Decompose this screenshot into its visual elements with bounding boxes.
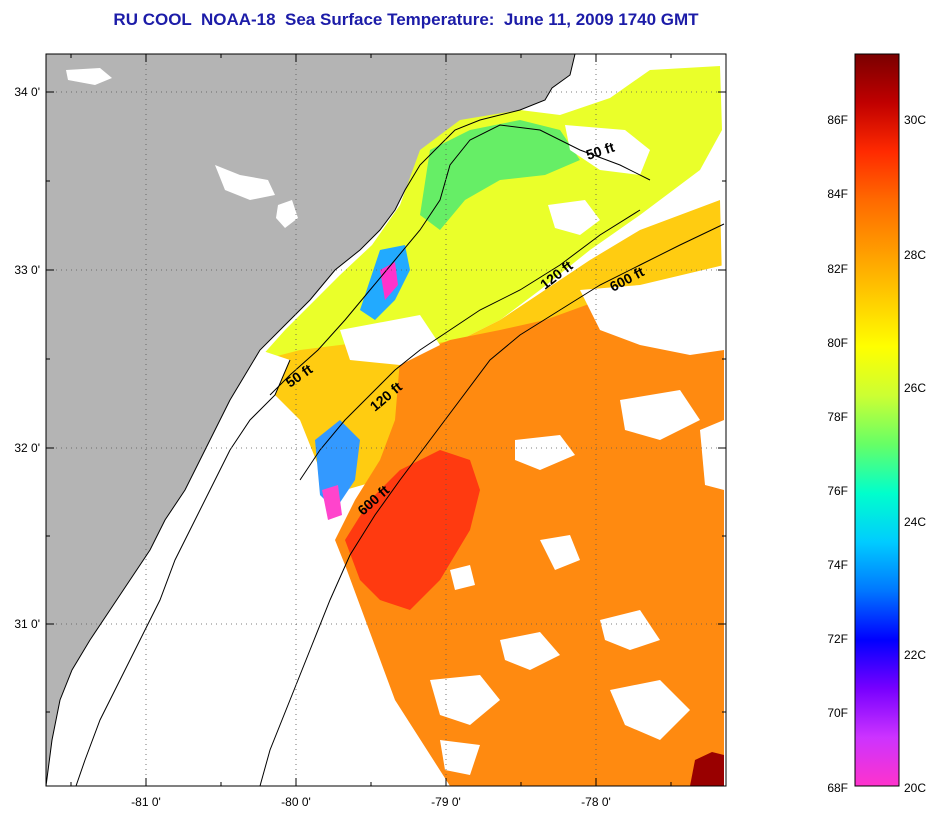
cloud-cover-6	[540, 535, 580, 570]
cloud-cover-7	[450, 565, 475, 590]
colorbar: 86F 84F 82F 80F 78F 76F 74F 72F 70F 68F …	[827, 53, 926, 795]
cloud-cover-12	[440, 740, 480, 775]
map-frame	[45, 53, 727, 787]
sst-nearshore-coldest	[380, 262, 398, 300]
lat-label-31: 31 0'	[14, 617, 40, 631]
map-panel[interactable]: 50 ft 120 ft 600 ft 50 ft 120 ft 600 ft	[46, 54, 726, 786]
cloud-cover-4	[620, 390, 700, 440]
map-title: RU COOL NOAA-18 Sea Surface Temperature:…	[113, 10, 699, 29]
lon-label-80: -80 0'	[281, 795, 311, 809]
contour-600ft-line	[259, 223, 725, 786]
colorbar-f-72: 72F	[827, 632, 848, 646]
colorbar-f-68: 68F	[827, 781, 848, 795]
cloud-cover-13	[700, 420, 724, 490]
cloud-cover-8	[500, 632, 560, 670]
colorbar-scale	[854, 53, 900, 787]
contour-120ft-line	[299, 209, 641, 481]
inner-coastline	[75, 359, 291, 786]
colorbar-f-82: 82F	[827, 262, 848, 276]
cloud-cover-1	[565, 125, 650, 175]
cloud-cover-14	[340, 315, 440, 365]
colorbar-f-86: 86F	[827, 113, 848, 127]
sst-southeast-hotspot	[690, 752, 724, 786]
inland-water-1	[215, 165, 275, 200]
colorbar-c-22: 22C	[904, 648, 926, 662]
contour-50ft-line	[269, 124, 651, 396]
axis-tick-marks	[46, 54, 726, 786]
cloud-cover-9	[600, 610, 660, 650]
sst-inshore-coldest	[322, 485, 342, 520]
map-gridlines	[46, 54, 726, 786]
cloud-cover-10	[430, 675, 500, 725]
colorbar-f-84: 84F	[827, 187, 848, 201]
sst-northern-swath-cool	[420, 120, 580, 230]
inland-water-2	[276, 200, 298, 228]
lat-label-32: 32 0'	[14, 441, 40, 455]
colorbar-c-30: 30C	[904, 113, 926, 127]
lon-label-78: -78 0'	[581, 795, 611, 809]
land-mass	[46, 54, 575, 786]
lon-label-79: -79 0'	[431, 795, 461, 809]
inland-water-3	[66, 68, 112, 85]
lat-label-33: 33 0'	[14, 263, 40, 277]
colorbar-f-70: 70F	[827, 706, 848, 720]
coastal-marsh-band	[52, 350, 290, 786]
coastline	[46, 54, 576, 786]
colorbar-f-76: 76F	[827, 484, 848, 498]
lon-label-81: -81 0'	[131, 795, 161, 809]
colorbar-f-74: 74F	[827, 558, 848, 572]
cloud-cover-11	[610, 680, 690, 740]
cloud-cover-3	[580, 265, 724, 355]
colorbar-c-20: 20C	[904, 781, 926, 795]
colorbar-c-28: 28C	[904, 248, 926, 262]
cloud-cover-2	[548, 200, 600, 235]
colorbar-c-26: 26C	[904, 381, 926, 395]
cloud-cover-5	[515, 435, 575, 470]
colorbar-c-24: 24C	[904, 515, 926, 529]
colorbar-f-78: 78F	[827, 410, 848, 424]
lat-label-34: 34 0'	[14, 85, 40, 99]
colorbar-f-80: 80F	[827, 336, 848, 350]
